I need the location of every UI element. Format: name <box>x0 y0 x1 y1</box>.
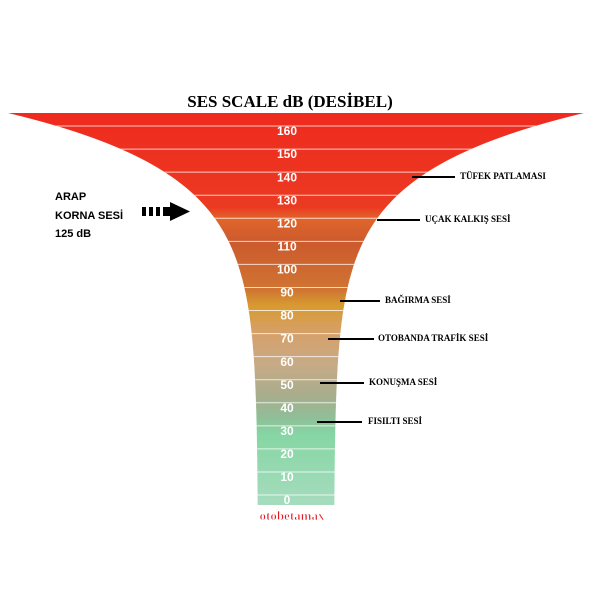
annotation: OTOBANDA TRAFİK SESİ <box>378 333 489 343</box>
scale-label: 80 <box>280 309 294 323</box>
callout-text: KORNA SESİ <box>55 209 123 222</box>
annotation: KONUŞMA SESİ <box>369 377 438 387</box>
callout: ARAP KORNA SESİ 125 dB <box>55 191 190 240</box>
annotation: BAĞIRMA SESİ <box>385 295 451 305</box>
annotations: TÜFEK PATLAMASI UÇAK KALKIŞ SESİ BAĞIRMA… <box>317 171 546 426</box>
scale-label: 30 <box>280 424 294 438</box>
annotation: FISILTI SESİ <box>368 416 422 426</box>
arrow <box>142 202 190 221</box>
scale-label: 10 <box>280 470 294 484</box>
scale-label: 40 <box>280 401 294 415</box>
scale-label: 160 <box>277 124 297 138</box>
scale-label: 130 <box>277 193 297 207</box>
scale-label: 60 <box>280 355 294 369</box>
funnel <box>8 113 584 505</box>
label-bg <box>274 488 310 502</box>
scale-label: 90 <box>280 286 294 300</box>
scale-label: 140 <box>277 170 297 184</box>
callout-text: ARAP <box>55 191 86 203</box>
scale-label: 120 <box>277 216 297 230</box>
scale-label: 70 <box>280 332 294 346</box>
scale-label: 50 <box>280 378 294 392</box>
scale-label: 110 <box>277 239 297 253</box>
title: SES SCALE dB (DESİBEL) <box>187 92 393 111</box>
scale-label: 150 <box>277 147 297 161</box>
scale-label: 20 <box>280 447 294 461</box>
annotation: UÇAK KALKIŞ SESİ <box>425 214 511 224</box>
watermark: otobetamax <box>260 508 325 523</box>
annotation: TÜFEK PATLAMASI <box>460 171 546 181</box>
scale-label: 100 <box>277 263 297 277</box>
scale-label: 0 <box>284 493 291 507</box>
callout-text: 125 dB <box>55 228 91 240</box>
